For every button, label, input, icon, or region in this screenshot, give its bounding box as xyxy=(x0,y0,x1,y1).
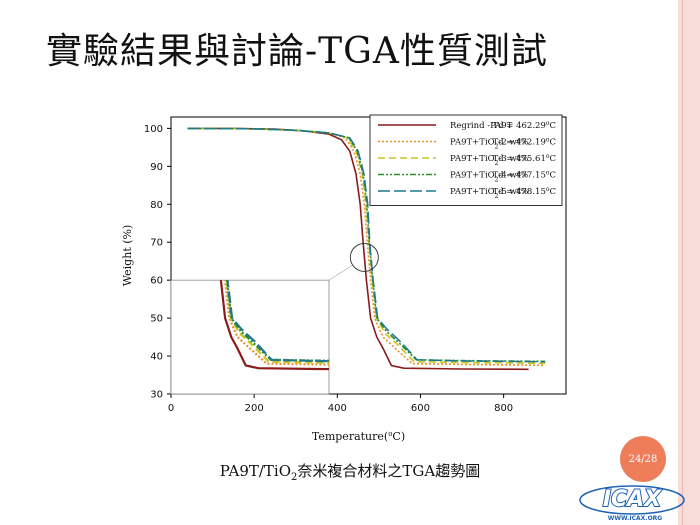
legend-td-4: Td = 477.15oC xyxy=(492,169,556,181)
series-line-4 xyxy=(187,127,546,363)
x-tick-label: 600 xyxy=(411,403,430,414)
y-tick-label: 30 xyxy=(150,390,163,401)
x-axis-label: Temperature(oC) xyxy=(312,430,405,443)
caption-sub: 2 xyxy=(291,472,298,483)
y-tick-label: 40 xyxy=(150,352,163,363)
x-tick-label: 400 xyxy=(328,403,347,414)
x-tick-label: 0 xyxy=(168,403,174,414)
y-tick-label: 70 xyxy=(150,238,163,249)
inset-series-line-3 xyxy=(225,280,329,364)
legend-td-3: Td = 475.61oC xyxy=(492,153,556,165)
slide-title: 實驗結果與討論-TGA性質測試 xyxy=(46,31,548,72)
legend-label-1: Regrind -PA9T xyxy=(450,121,513,131)
legend-label-4: PA9T+TiO2-4 wt% xyxy=(450,171,528,184)
legend-label-2: PA9T+TiO2-2 wt% xyxy=(450,138,528,151)
legend-label-5: PA9T+TiO2-5 wt% xyxy=(450,187,528,200)
zoom-connector xyxy=(328,265,353,281)
x-tick-label: 800 xyxy=(494,403,513,414)
caption-post: 奈米複合材料之TGA趨勢圖 xyxy=(297,462,481,480)
logo-ring xyxy=(579,485,685,515)
plot-frame xyxy=(170,116,567,395)
y-tick-label: 50 xyxy=(150,314,163,325)
legend-td-5: Td = 478.15oC xyxy=(492,186,556,198)
inset-series-line-1 xyxy=(219,280,329,371)
inset-series-line-5 xyxy=(226,280,329,363)
y-axis-label: Weight (%) xyxy=(121,225,134,287)
page-number-badge: 24/28 xyxy=(620,436,666,482)
caption-pre: PA9T/TiO xyxy=(219,462,292,480)
legend-td-1: Td = 462.29oC xyxy=(492,120,556,132)
y-tick-label: 90 xyxy=(150,162,163,173)
zoom-circle xyxy=(349,242,379,272)
x-tick-label: 200 xyxy=(245,403,264,414)
legend-label-3: PA9T+TiO2-3 wt% xyxy=(450,154,528,167)
figure-caption: PA9T/TiO2奈米複合材料之TGA趨勢圖 xyxy=(0,460,700,483)
logo-url: WWW.ICAX.ORG xyxy=(608,515,663,522)
tga-chart: 0 200 400 600 800 30 40 50 60 70 80 90 100 Temperatur… xyxy=(121,114,567,443)
y-tick-label: 100 xyxy=(144,124,163,135)
legend-td-2: Td = 472.19oC xyxy=(492,136,556,148)
y-tick-label: 80 xyxy=(150,200,163,211)
right-decor-strip xyxy=(678,0,700,525)
page-number: 24/28 xyxy=(628,453,658,465)
logo-text: ICAX xyxy=(603,487,662,512)
series-line-5 xyxy=(187,127,546,363)
icax-logo: ICAX WWW.ICAX.ORG xyxy=(579,485,685,522)
y-tick-label: 60 xyxy=(150,276,163,287)
